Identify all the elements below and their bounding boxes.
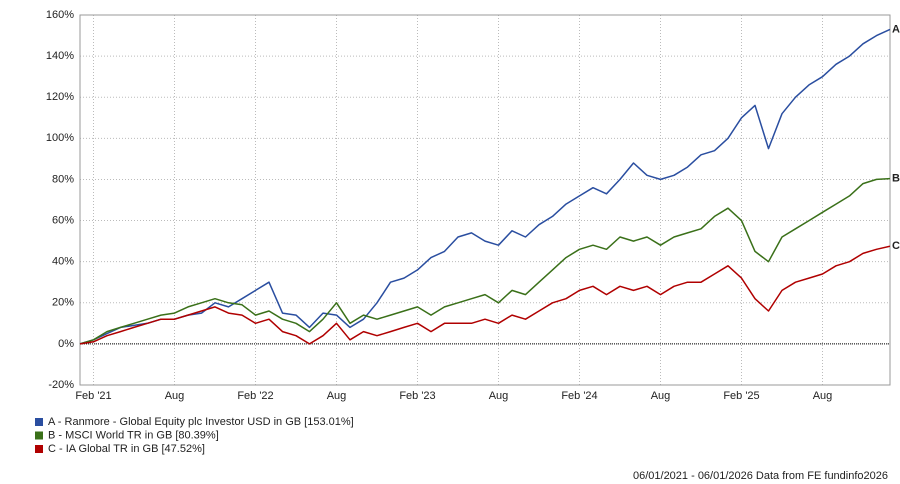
- plot-border: [79, 14, 891, 386]
- end-label: A: [892, 23, 900, 35]
- y-tick-label: 100%: [46, 132, 74, 144]
- series-line: [79, 177, 891, 345]
- legend-swatch: [35, 445, 43, 453]
- x-tick-label: Aug: [489, 390, 509, 402]
- legend-swatch: [35, 431, 43, 440]
- series-line: [79, 245, 891, 345]
- y-tick-label: -20%: [48, 379, 74, 391]
- end-label: B: [892, 173, 900, 185]
- x-tick-label: Feb '23: [399, 390, 435, 402]
- x-tick-label: Feb '21: [75, 390, 111, 402]
- y-tick-label: 0%: [58, 338, 74, 350]
- x-tick-label: Aug: [165, 390, 185, 402]
- y-tick-label: 40%: [52, 256, 74, 268]
- legend-label: C - IA Global TR in GB [47.52%]: [48, 443, 205, 455]
- series-line: [79, 28, 891, 345]
- legend-label: A - Ranmore - Global Equity plc Investor…: [48, 416, 354, 428]
- y-tick-label: 120%: [46, 91, 74, 103]
- y-tick-label: 160%: [46, 9, 74, 21]
- end-label: C: [892, 240, 900, 252]
- x-tick-label: Feb '25: [723, 390, 759, 402]
- x-tick-label: Feb '24: [561, 390, 597, 402]
- legend-label: B - MSCI World TR in GB [80.39%]: [48, 429, 219, 441]
- footer: 06/01/2021 - 06/01/2026 Data from FE fun…: [633, 470, 888, 482]
- y-tick-label: 20%: [52, 297, 74, 309]
- legend-swatch: [35, 418, 43, 426]
- x-tick-label: Aug: [651, 390, 671, 402]
- x-tick-label: Feb '22: [237, 390, 273, 402]
- y-tick-label: 80%: [52, 173, 74, 185]
- y-tick-label: 60%: [52, 214, 74, 226]
- y-tick-label: 140%: [46, 50, 74, 62]
- x-tick-label: Aug: [327, 390, 347, 402]
- x-tick-label: Aug: [813, 390, 833, 402]
